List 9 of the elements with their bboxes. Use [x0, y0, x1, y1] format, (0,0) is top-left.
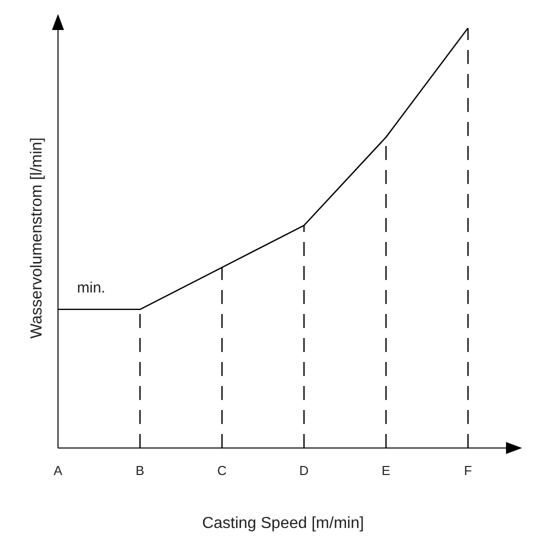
annotation: min.: [77, 279, 106, 296]
y-axis-title: Wasservolumenstrom [l/min]: [28, 137, 46, 339]
x-tick-label: A: [54, 463, 63, 478]
x-tick-label: B: [136, 463, 144, 478]
x-tick-label: D: [299, 463, 309, 478]
x-axis-title: Casting Speed [m/min]: [202, 515, 364, 532]
x-tick-label: E: [382, 463, 391, 478]
x-tick-label: C: [217, 463, 227, 478]
x-tick-label: F: [464, 463, 472, 478]
